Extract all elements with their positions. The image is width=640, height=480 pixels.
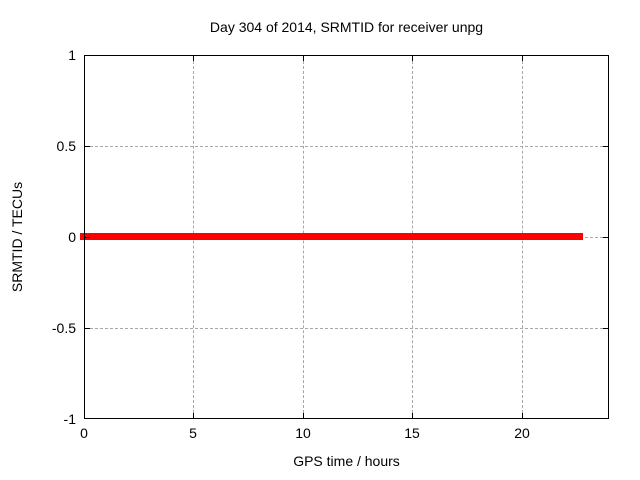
x-tick-mark-top (412, 56, 413, 61)
x-tick-label: 20 (514, 425, 530, 441)
series-line-srmtid (80, 233, 583, 240)
x-tick-mark-top (522, 56, 523, 61)
y-tick-mark-right (603, 146, 608, 147)
y-tick-mark-left (85, 237, 90, 238)
x-tick-mark-bottom (522, 413, 523, 418)
y-tick-label: -1 (63, 411, 76, 427)
y-tick-label: 1 (68, 47, 76, 63)
x-tick-mark-top (303, 56, 304, 61)
x-tick-label: 10 (295, 425, 311, 441)
x-tick-mark-bottom (412, 413, 413, 418)
y-tick-mark-left (85, 328, 90, 329)
y-gridline (85, 146, 608, 147)
x-tick-label: 5 (189, 425, 197, 441)
y-tick-mark-right (603, 328, 608, 329)
y-tick-label: 0 (68, 229, 76, 245)
y-tick-mark-left (85, 146, 90, 147)
x-tick-mark-bottom (303, 413, 304, 418)
chart-title: Day 304 of 2014, SRMTID for receiver unp… (209, 19, 484, 35)
x-tick-label: 15 (404, 425, 420, 441)
x-tick-mark-top (193, 56, 194, 61)
x-tick-mark-bottom (193, 413, 194, 418)
y-gridline (85, 328, 608, 329)
y-tick-mark-right (603, 237, 608, 238)
x-tick-label: 0 (80, 425, 88, 441)
x-axis-label: GPS time / hours (293, 453, 400, 469)
y-tick-label: 0.5 (56, 138, 76, 154)
y-tick-label: -0.5 (51, 320, 76, 336)
